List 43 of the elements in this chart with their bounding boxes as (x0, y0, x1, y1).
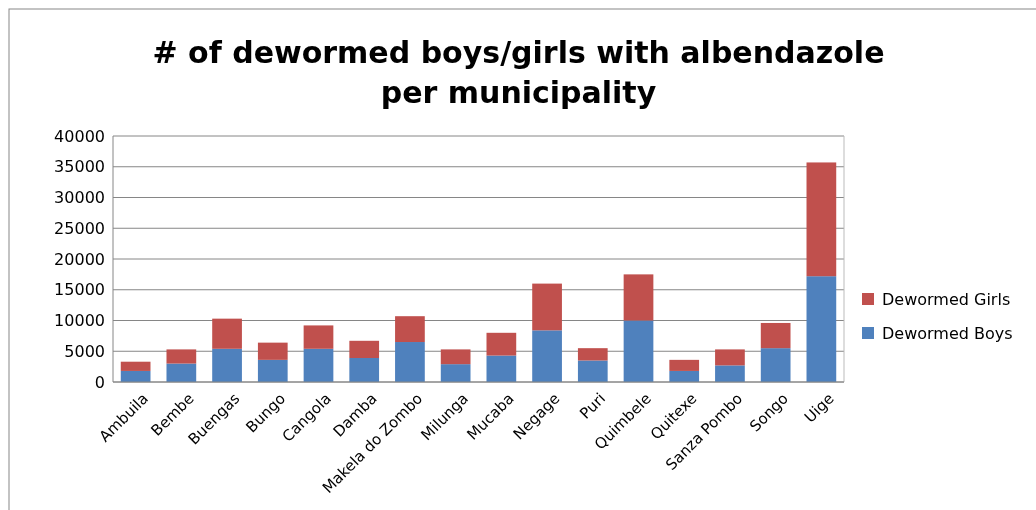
bar (120, 361, 151, 371)
y-tick-label: 35000 (54, 157, 105, 177)
legend-label: Dewormed Boys (882, 323, 1013, 343)
bar (806, 162, 837, 277)
bar (395, 316, 425, 343)
bar (669, 359, 700, 371)
bar (395, 342, 425, 382)
y-tick-label: 15000 (54, 280, 105, 300)
bar (532, 330, 562, 382)
bar (623, 274, 654, 321)
bar (440, 349, 471, 365)
bar (257, 359, 288, 382)
bar (212, 348, 242, 382)
bar (257, 342, 288, 360)
bar (760, 322, 791, 349)
bar (486, 355, 517, 382)
bar (166, 363, 197, 382)
y-tick-label: 30000 (54, 188, 105, 208)
bar (669, 370, 700, 382)
bar (806, 276, 837, 382)
y-tick-label: 0 (94, 372, 105, 392)
y-tick-label: 20000 (54, 249, 105, 269)
bar (577, 348, 608, 361)
bar (303, 325, 334, 349)
bar (577, 360, 608, 382)
bar (440, 364, 471, 382)
bar (303, 348, 334, 382)
bar (212, 318, 242, 349)
bar (760, 348, 791, 382)
bar (715, 349, 745, 366)
y-tick-label: 5000 (64, 341, 105, 361)
y-tick-label: 25000 (54, 218, 105, 238)
y-tick-label: 40000 (54, 126, 105, 146)
bar (532, 283, 562, 331)
bar (715, 365, 745, 382)
bar (349, 340, 380, 359)
bar (623, 320, 654, 382)
bar (486, 332, 517, 356)
legend-label: Dewormed Girls (882, 289, 1011, 309)
chart-title: # of dewormed boys/girls with albendazole per municipality (152, 35, 885, 110)
y-tick-label: 10000 (54, 311, 105, 331)
bar (349, 358, 380, 382)
bar (166, 349, 197, 364)
